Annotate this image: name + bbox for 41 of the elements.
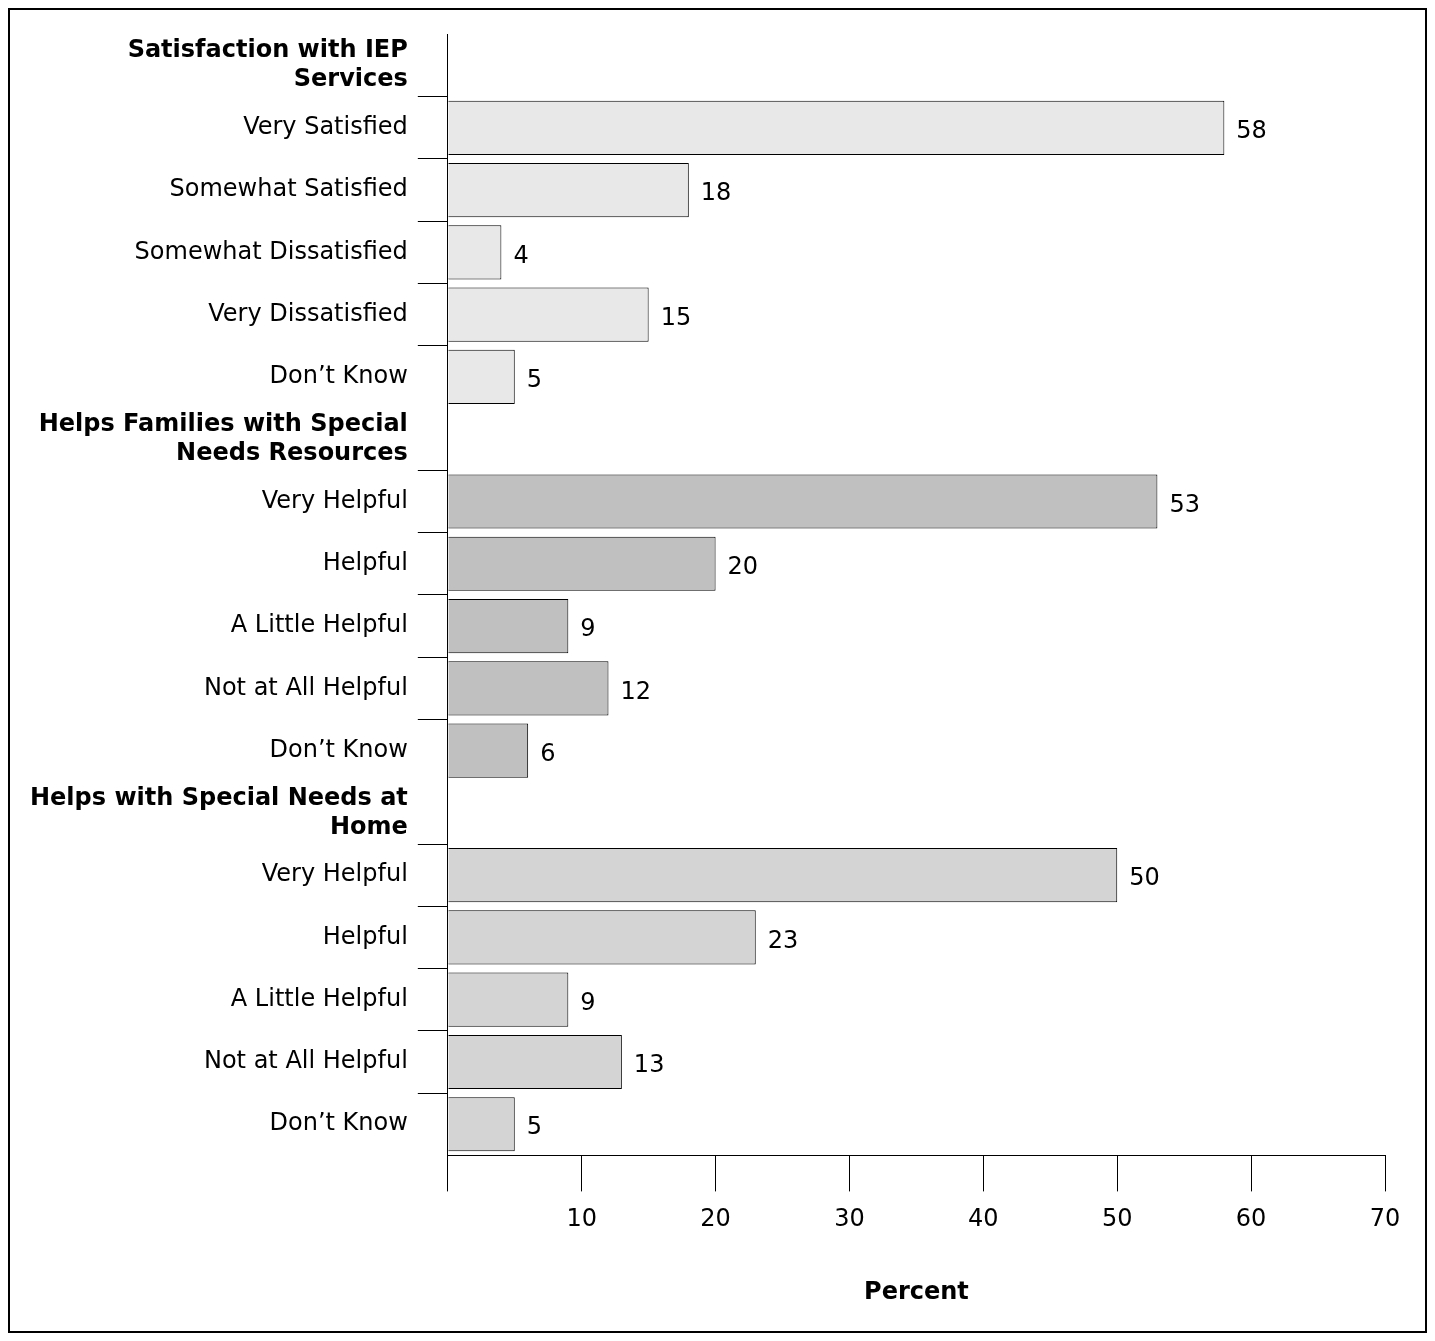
y-tick-label: Somewhat Satisfied bbox=[169, 174, 408, 203]
y-tick-label: Very Helpful bbox=[261, 485, 408, 514]
y-tick-label: Don’t Know bbox=[269, 361, 408, 390]
data-label: 9 bbox=[580, 614, 596, 643]
y-tick-label: Don’t Know bbox=[269, 734, 408, 763]
data-label: 6 bbox=[540, 738, 556, 767]
x-tick-label: 60 bbox=[1235, 1204, 1267, 1233]
data-label: 4 bbox=[513, 240, 529, 269]
y-tick-label: Very Helpful bbox=[261, 859, 408, 888]
y-tick-label: A Little Helpful bbox=[230, 610, 408, 639]
x-tick-label: 30 bbox=[834, 1204, 865, 1233]
data-label: 12 bbox=[620, 676, 652, 705]
data-label: 18 bbox=[700, 178, 732, 207]
data-label: 9 bbox=[580, 987, 596, 1016]
x-axis-title: Percent bbox=[864, 1276, 969, 1305]
data-label: 23 bbox=[767, 925, 799, 954]
data-label: 13 bbox=[633, 1050, 665, 1079]
y-tick-label: A Little Helpful bbox=[230, 983, 408, 1012]
x-tick-label: 40 bbox=[968, 1204, 999, 1233]
data-label: 5 bbox=[526, 365, 543, 394]
y-tick-label: Helps with Special Needs at Home bbox=[30, 782, 408, 840]
y-tick-label: Very Satisfied bbox=[243, 112, 408, 141]
x-tick-label: 50 bbox=[1101, 1204, 1133, 1233]
y-tick-label: Somewhat Dissatisfied bbox=[134, 236, 408, 265]
x-tick-label: 10 bbox=[566, 1204, 597, 1233]
data-label: 15 bbox=[660, 302, 692, 331]
x-tick-label: 20 bbox=[700, 1204, 731, 1233]
y-tick-label: Satisfaction with IEP Services bbox=[127, 35, 408, 93]
data-label: 20 bbox=[727, 552, 759, 580]
data-label: 5 bbox=[526, 1112, 543, 1141]
y-tick-label: Not at All Helpful bbox=[203, 1046, 408, 1075]
y-tick-label: Helps Families with Special Needs Resources bbox=[38, 409, 408, 466]
data-label: 58 bbox=[1236, 116, 1267, 145]
y-tick-label: Don’t Know bbox=[269, 1108, 408, 1137]
data-label: 53 bbox=[1169, 489, 1200, 518]
x-tick-label: 70 bbox=[1369, 1204, 1401, 1233]
y-tick-label: Not at All Helpful bbox=[203, 672, 408, 701]
y-tick-label: Helpful bbox=[322, 921, 408, 950]
y-tick-label: Helpful bbox=[322, 548, 408, 576]
data-label: 50 bbox=[1129, 863, 1160, 892]
y-tick-label: Very Dissatisfied bbox=[208, 298, 408, 327]
